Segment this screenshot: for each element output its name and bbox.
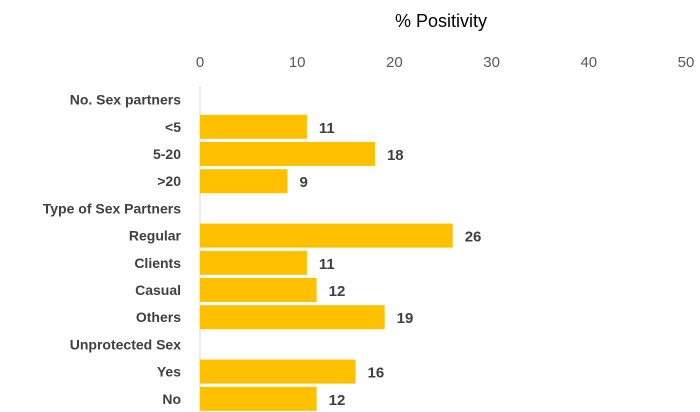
bar bbox=[200, 169, 288, 194]
x-tick-label: 20 bbox=[386, 54, 403, 71]
category-label: 5-20 bbox=[153, 146, 181, 162]
group-header-label: Type of Sex Partners bbox=[43, 200, 181, 216]
data-label: 26 bbox=[465, 229, 482, 246]
data-label: 9 bbox=[299, 174, 307, 191]
category-label: >20 bbox=[157, 173, 181, 189]
x-axis-ticks: 0 10 20 30 40 50 bbox=[196, 54, 695, 71]
group-header-label: Unprotected Sex bbox=[70, 336, 181, 352]
data-label: 12 bbox=[329, 283, 346, 300]
category-label: Casual bbox=[135, 282, 181, 298]
category-label: Regular bbox=[129, 228, 182, 244]
data-label: 11 bbox=[319, 120, 335, 137]
bar bbox=[200, 278, 317, 302]
bar bbox=[200, 114, 307, 139]
bar bbox=[200, 386, 317, 411]
data-label: 19 bbox=[397, 310, 414, 327]
x-tick-label: 50 bbox=[678, 54, 695, 71]
x-tick-label: 30 bbox=[483, 54, 500, 71]
data-label: 12 bbox=[329, 392, 346, 409]
x-tick-label: 40 bbox=[580, 54, 597, 71]
bar bbox=[200, 223, 453, 248]
data-label: 16 bbox=[368, 365, 385, 382]
category-label: Others bbox=[136, 309, 181, 325]
category-label: <5 bbox=[165, 119, 181, 135]
value-labels: 11 18 9 26 11 12 19 16 12 bbox=[299, 120, 481, 409]
data-label: 18 bbox=[387, 147, 404, 164]
bar bbox=[200, 142, 375, 166]
x-axis-title: % Positivity bbox=[395, 11, 487, 31]
data-label: 11 bbox=[319, 256, 335, 273]
category-label: Yes bbox=[157, 364, 181, 380]
bars-group bbox=[200, 114, 453, 411]
x-tick-label: 0 bbox=[196, 54, 204, 71]
bar bbox=[200, 359, 356, 384]
x-tick-label: 10 bbox=[289, 54, 306, 71]
category-label: No bbox=[162, 391, 181, 407]
category-labels: No. Sex partners <5 5-20 >20 Type of Sex Par… bbox=[43, 92, 182, 407]
bar bbox=[200, 250, 307, 275]
category-label: Clients bbox=[134, 255, 181, 271]
group-header-label: No. Sex partners bbox=[70, 92, 181, 108]
bar bbox=[200, 305, 385, 330]
